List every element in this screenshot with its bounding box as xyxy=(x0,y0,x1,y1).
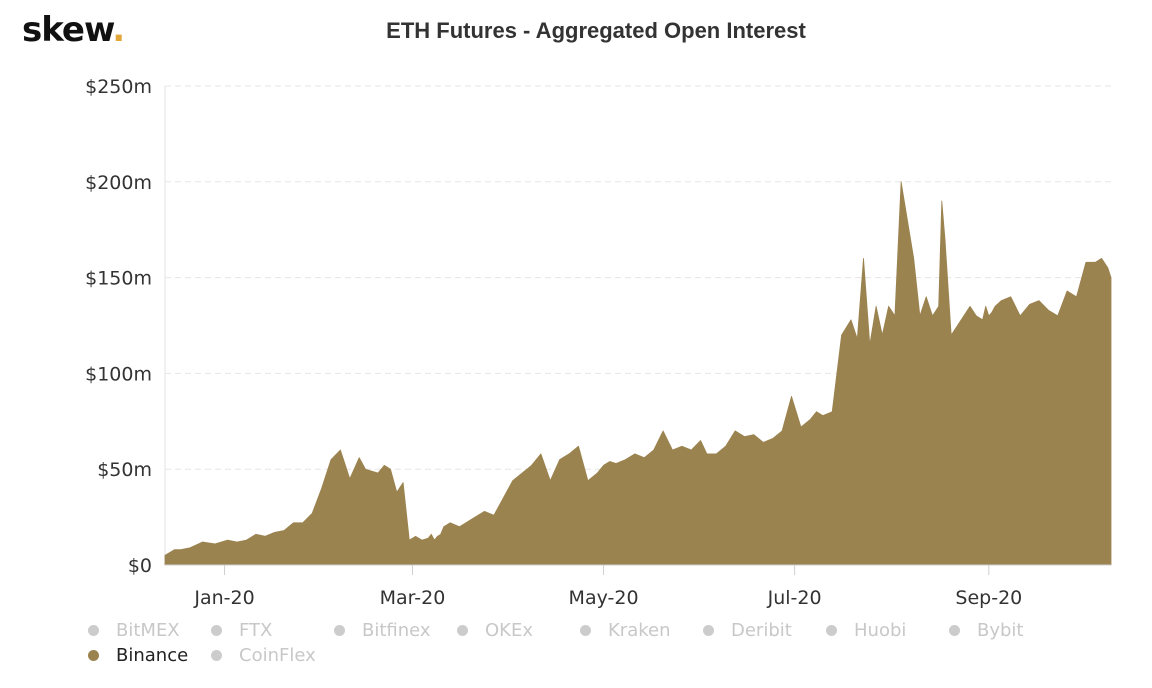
x-tick-label: May-20 xyxy=(569,587,639,609)
legend-swatch xyxy=(211,650,222,661)
x-tick-label: Mar-20 xyxy=(380,587,446,609)
legend-swatch xyxy=(334,625,345,636)
legend-item-bitmex[interactable]: BitMEX xyxy=(88,620,180,641)
legend-swatch xyxy=(703,625,714,636)
legend-row: Binance CoinFlex xyxy=(88,645,1088,670)
area-chart: $0 $50m $100m $150m $200m $250m Jan-20 Mar-20 Ma… xyxy=(85,76,1112,609)
y-tick-label: $0 xyxy=(128,555,152,577)
y-tick-label: $50m xyxy=(97,459,152,481)
legend-label: FTX xyxy=(239,620,273,641)
legend-item-bitfinex[interactable]: Bitfinex xyxy=(334,620,431,641)
legend-item-huobi[interactable]: Huobi xyxy=(826,620,906,641)
y-tick-label: $100m xyxy=(85,363,152,385)
legend-label: Bybit xyxy=(977,620,1024,641)
legend-row: BitMEX FTX Bitfinex OKEx Kraken Deribit Huobi B… xyxy=(88,620,1088,645)
legend-swatch xyxy=(88,625,99,636)
legend-item-okex[interactable]: OKEx xyxy=(457,620,533,641)
legend-item-ftx[interactable]: FTX xyxy=(211,620,272,641)
legend-label: OKEx xyxy=(485,620,533,641)
legend-label: Binance xyxy=(116,645,189,666)
legend-item-binance[interactable]: Binance xyxy=(88,645,188,666)
legend: BitMEX FTX Bitfinex OKEx Kraken Deribit Huobi B… xyxy=(88,620,1088,670)
x-tick-label: Jan-20 xyxy=(193,587,254,609)
legend-label: Bitfinex xyxy=(362,620,431,641)
y-tick-label: $200m xyxy=(85,172,152,194)
legend-swatch xyxy=(88,650,99,661)
chart-title: ETH Futures - Aggregated Open Interest xyxy=(386,18,806,43)
legend-label: Kraken xyxy=(608,620,671,641)
legend-swatch xyxy=(949,625,960,636)
legend-item-kraken[interactable]: Kraken xyxy=(580,620,671,641)
legend-item-coinflex[interactable]: CoinFlex xyxy=(211,645,316,666)
legend-label: Huobi xyxy=(854,620,907,641)
area-series-binance xyxy=(164,181,1112,566)
x-tick-label: Jul-20 xyxy=(767,587,822,609)
y-tick-label: $250m xyxy=(85,76,152,98)
y-tick-label: $150m xyxy=(85,268,152,290)
legend-label: BitMEX xyxy=(116,620,180,641)
legend-swatch xyxy=(457,625,468,636)
x-tick-label: Sep-20 xyxy=(955,587,1022,609)
legend-swatch xyxy=(211,625,222,636)
legend-swatch xyxy=(580,625,591,636)
skew-logo: skew. xyxy=(22,10,125,50)
legend-item-bybit[interactable]: Bybit xyxy=(949,620,1024,641)
legend-item-deribit[interactable]: Deribit xyxy=(703,620,792,641)
legend-swatch xyxy=(826,625,837,636)
legend-label: CoinFlex xyxy=(239,645,316,666)
legend-label: Deribit xyxy=(731,620,792,641)
